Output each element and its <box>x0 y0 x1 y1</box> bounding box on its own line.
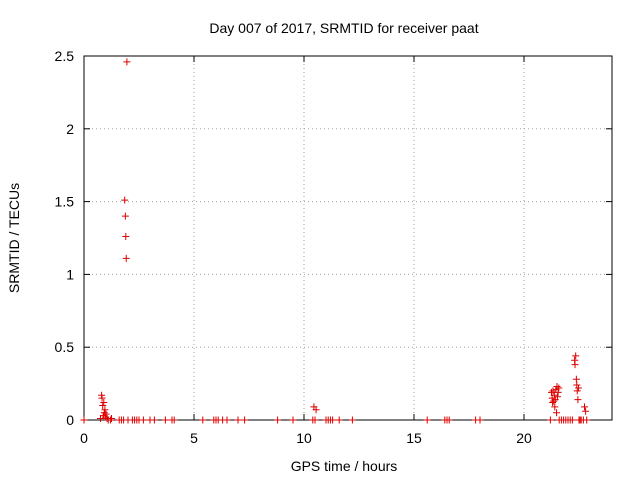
plot-frame <box>83 55 613 421</box>
data-point <box>234 416 242 424</box>
data-point <box>289 416 297 424</box>
data-point <box>274 416 282 424</box>
y-tick-label: 2.5 <box>55 48 75 64</box>
grid-lines <box>84 56 612 420</box>
data-point <box>583 416 591 424</box>
data-point <box>553 383 561 391</box>
data-point <box>571 361 579 369</box>
data-point <box>573 387 581 395</box>
data-point <box>97 415 104 423</box>
data-point <box>199 416 207 424</box>
y-tick-label: 1 <box>66 266 74 282</box>
x-axis-label: GPS time / hours <box>291 458 398 474</box>
data-point <box>574 396 582 404</box>
x-tick-label: 10 <box>296 430 312 446</box>
data-point <box>568 416 576 424</box>
data-point <box>106 416 114 424</box>
data-point <box>80 416 88 424</box>
data-point <box>170 416 178 424</box>
data-point <box>121 212 129 220</box>
data-point <box>329 416 337 424</box>
data-point <box>335 416 343 424</box>
y-tick-label: 0.5 <box>55 339 75 355</box>
data-point <box>102 410 110 418</box>
data-point <box>122 233 130 241</box>
x-tick-label: 15 <box>406 430 422 446</box>
data-point <box>548 388 555 396</box>
data-point <box>101 406 109 414</box>
y-tick-label: 2 <box>66 121 74 137</box>
data-point <box>108 415 115 423</box>
data-point <box>122 254 130 262</box>
data-point <box>550 397 558 405</box>
data-point <box>549 387 557 395</box>
data-point <box>98 394 106 402</box>
data-point <box>312 406 320 414</box>
data-point <box>348 416 356 424</box>
data-point <box>311 416 319 424</box>
data-point <box>123 58 131 66</box>
data-point <box>575 384 583 392</box>
data-point <box>553 393 561 401</box>
chart-title: Day 007 of 2017, SRMTID for receiver paa… <box>209 20 478 36</box>
data-point <box>581 403 588 411</box>
data-points <box>80 58 591 424</box>
data-point <box>554 388 562 396</box>
axis-ticks <box>83 55 612 421</box>
x-tick-label: 0 <box>80 430 88 446</box>
y-tick-label: 0 <box>66 412 74 428</box>
data-point <box>572 352 580 360</box>
data-point <box>445 416 453 424</box>
data-point <box>555 384 563 392</box>
data-point <box>546 416 554 424</box>
x-tick-label: 5 <box>190 430 198 446</box>
data-point <box>161 416 169 424</box>
data-point <box>553 409 561 417</box>
data-point <box>150 416 158 424</box>
data-point <box>582 407 590 415</box>
data-point <box>551 403 559 411</box>
y-axis-label: SRMTID / TECUs <box>6 183 22 293</box>
data-point <box>139 416 147 424</box>
tick-labels: 0 5 10 15 20 0 0.5 1 1.5 2 2.5 <box>55 48 532 446</box>
data-point <box>423 416 431 424</box>
data-point <box>241 416 249 424</box>
data-point <box>100 409 108 417</box>
data-point <box>550 391 558 399</box>
data-point <box>100 399 108 407</box>
data-point <box>99 401 107 409</box>
data-point <box>121 196 129 204</box>
data-point <box>223 416 231 424</box>
data-point <box>476 416 484 424</box>
y-tick-label: 1.5 <box>55 194 75 210</box>
x-tick-label: 20 <box>516 430 532 446</box>
